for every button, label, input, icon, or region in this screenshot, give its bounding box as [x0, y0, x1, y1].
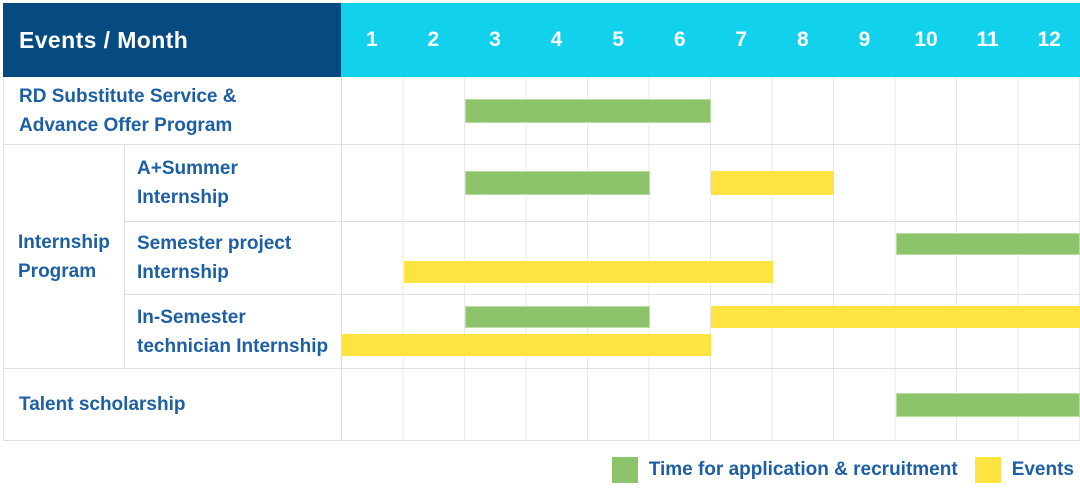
row-label-line: technician Internship	[137, 335, 329, 357]
month-label: 7	[735, 28, 748, 51]
row-talent-scholarship: Talent scholarship	[4, 369, 1080, 441]
internship-subrows: A+Summer Internship Semester project Int…	[125, 145, 1080, 368]
gantt-bar-yellow	[711, 306, 1080, 328]
row-semester-project-internship: Semester project Internship	[125, 222, 1080, 295]
chart-area	[342, 145, 1080, 221]
row-label-line: Semester project	[137, 233, 292, 254]
gantt-bar-green	[895, 233, 1080, 255]
month-label: 2	[427, 28, 440, 51]
table-title: Events / Month	[19, 26, 189, 53]
legend-item-events: Events	[974, 457, 1074, 483]
internship-program-group: Internship Program A+Summer Internship S…	[4, 145, 1080, 369]
row-label-line: Internship	[137, 262, 229, 283]
chart-area	[342, 222, 1080, 294]
row-label-line: Talent scholarship	[19, 394, 186, 415]
row-rd-substitute-service: RD Substitute Service & Advance Offer Pr…	[4, 77, 1080, 145]
month-label: 1	[365, 28, 378, 51]
gantt-bar-yellow	[711, 171, 834, 195]
row-label-semester-project-internship: Semester project Internship	[125, 222, 342, 294]
header-title-cell: Events / Month	[3, 3, 341, 77]
row-label-rd-substitute-service: RD Substitute Service & Advance Offer Pr…	[4, 77, 342, 144]
row-label-line: A+Summer	[137, 158, 238, 179]
month-label: 10	[914, 28, 938, 51]
row-label-a-plus-summer-internship: A+Summer Internship	[125, 145, 342, 221]
row-label-talent-scholarship: Talent scholarship	[4, 369, 342, 440]
yellow-swatch-icon	[974, 457, 1001, 483]
group-label-line: Internship	[18, 231, 110, 253]
table-body: RD Substitute Service & Advance Offer Pr…	[3, 77, 1080, 441]
legend: Time for application & recruitment Event…	[611, 457, 1074, 483]
group-label-internship-program: Internship Program	[4, 145, 125, 368]
row-label-line: RD Substitute Service &	[19, 85, 237, 107]
table-header-row: Events / Month 1 2 3 4 5 6 7 8 9 10 11 12	[3, 3, 1080, 77]
green-swatch-icon	[611, 457, 638, 483]
gantt-bar-green	[895, 392, 1080, 417]
row-a-plus-summer-internship: A+Summer Internship	[125, 145, 1080, 222]
legend-label: Time for application & recruitment	[648, 459, 958, 480]
month-label: 5	[612, 28, 624, 51]
month-label: 8	[796, 28, 809, 51]
legend-label: Events	[1011, 459, 1074, 480]
row-in-semester-technician-internship: In-Semester technician Internship	[125, 295, 1080, 368]
gantt-bar-green	[465, 306, 650, 328]
legend-item-application-recruitment: Time for application & recruitment	[611, 457, 958, 483]
month-label: 11	[976, 28, 999, 51]
gantt-bar-yellow	[403, 261, 773, 283]
row-label-line: Internship	[137, 187, 229, 208]
row-label-line: Advance Offer Program	[19, 114, 233, 136]
month-label: 9	[858, 28, 871, 51]
month-label: 4	[550, 28, 563, 51]
month-label: 12	[1037, 28, 1061, 51]
chart-area	[342, 77, 1080, 144]
chart-area	[342, 369, 1080, 440]
row-label-line: In-Semester	[137, 306, 246, 328]
gantt-bar-yellow	[342, 334, 711, 356]
schedule-table: Events / Month 1 2 3 4 5 6 7 8 9 10 11 12 RD Substi…	[3, 3, 1080, 441]
row-label-in-semester-technician-internship: In-Semester technician Internship	[125, 295, 342, 368]
gantt-bar-green	[465, 171, 650, 195]
gantt-bar-green	[465, 98, 711, 123]
month-label: 3	[489, 28, 501, 51]
chart-area	[342, 295, 1080, 368]
month-header-row: 1 2 3 4 5 6 7 8 9 10 11 12	[341, 3, 1080, 77]
month-label: 6	[673, 28, 686, 51]
group-label-line: Program	[18, 260, 97, 282]
